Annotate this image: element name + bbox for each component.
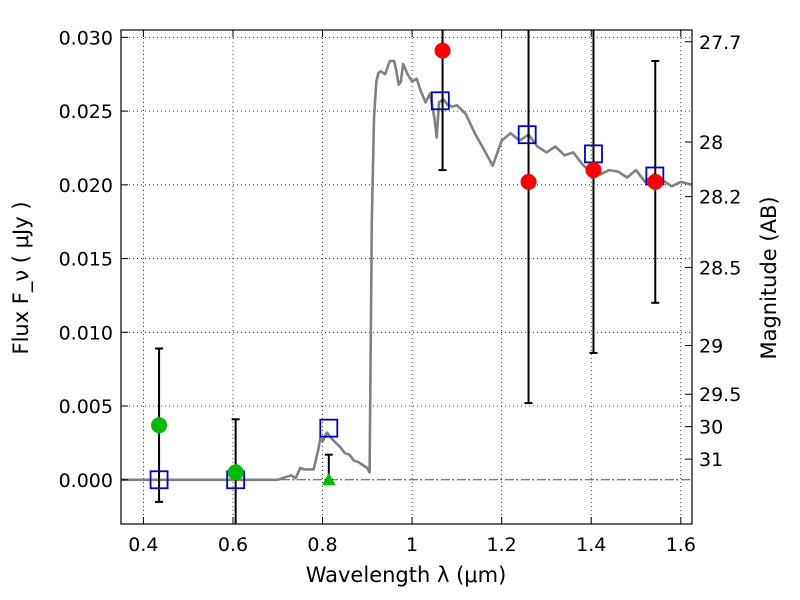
- magnitude-tick-labels: 27.7 28 28.2 28.5 29 29.5 30 31: [699, 32, 741, 471]
- observed-photometry-point: [434, 42, 451, 59]
- y-tick-labels: 0.000 0.005 0.010 0.015 0.020 0.025 0.030: [59, 27, 113, 491]
- x-tick-label: 1: [406, 534, 418, 556]
- x-tick-label: 0.8: [307, 534, 337, 556]
- y-axis-title: Flux F_ν ( μJy ): [9, 201, 34, 354]
- observed-photometry-markers: [151, 42, 664, 486]
- model-photometry-square: [517, 125, 537, 145]
- x-tick-label: 0.4: [128, 534, 158, 556]
- model-photometry-square: [149, 470, 169, 490]
- magnitude-tick-label: 28: [699, 132, 723, 154]
- y-tick-label: 0.030: [59, 27, 113, 49]
- observed-photometry-point: [647, 173, 664, 190]
- magnitude-tick-label: 29: [699, 336, 723, 358]
- observed-photometry-point: [227, 464, 244, 481]
- error-bars: [155, 30, 660, 524]
- magnitude-tick-label: 30: [699, 417, 723, 439]
- magnitude-tick-label: 27.7: [699, 32, 741, 54]
- observed-photometry-point: [520, 173, 537, 190]
- plot-frame: [120, 29, 693, 525]
- magnitude-tick-label: 31: [699, 449, 723, 471]
- x-tick-labels: 0.4 0.6 0.8 1 1.2 1.4 1.6: [128, 534, 696, 556]
- model-sed-line: [121, 59, 693, 482]
- magnitude-tick-label: 28.5: [699, 257, 741, 279]
- model-photometry-square: [319, 418, 339, 438]
- magnitude-tick-label: 29.5: [699, 384, 741, 406]
- y-tick-label: 0.005: [59, 396, 113, 418]
- magnitude-tick-label: 28.2: [699, 187, 741, 209]
- y-tick-label: 0.025: [59, 101, 113, 123]
- model-photometry-square: [430, 91, 450, 111]
- x-tick-label: 1.6: [666, 534, 696, 556]
- x-tick-label: 1.2: [487, 534, 517, 556]
- axis-ticks: [121, 30, 692, 524]
- observed-photometry-point: [585, 162, 602, 179]
- observed-photometry-triangle: [321, 472, 336, 486]
- observed-photometry-point: [151, 417, 168, 434]
- y-tick-label: 0.000: [59, 470, 113, 492]
- y-tick-label: 0.015: [59, 249, 113, 271]
- x-tick-label: 1.4: [576, 534, 606, 556]
- x-axis-title: Wavelength λ (μm): [306, 563, 507, 587]
- y2-axis-title: Magnitude (AB): [757, 196, 781, 359]
- x-tick-label: 0.6: [218, 534, 248, 556]
- y-tick-label: 0.010: [59, 322, 113, 344]
- y-tick-label: 0.020: [59, 175, 113, 197]
